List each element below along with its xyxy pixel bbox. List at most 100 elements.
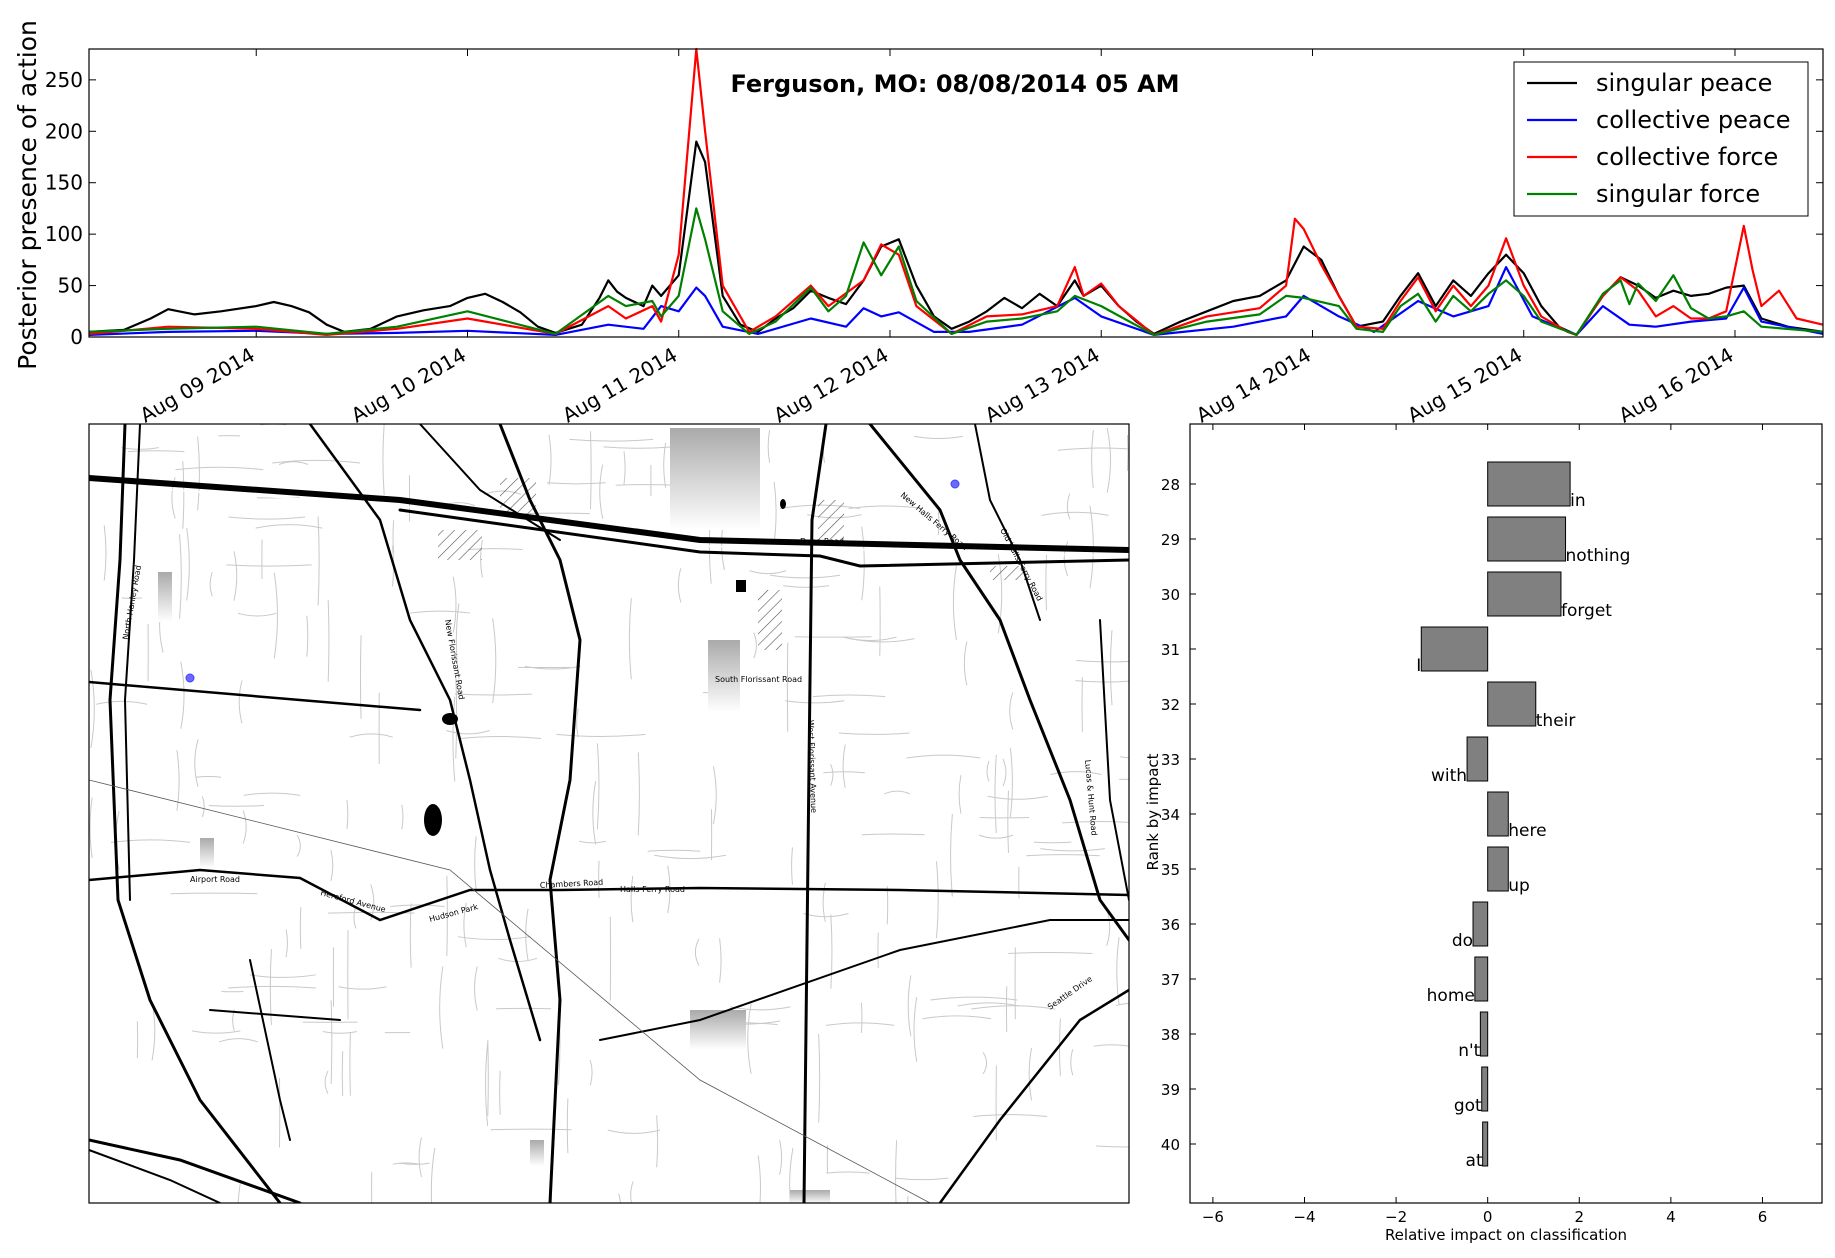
minor-street	[566, 1098, 569, 1154]
bar-x-tick-label: −6	[1202, 1208, 1224, 1226]
minor-street	[830, 914, 833, 989]
minor-street	[842, 636, 897, 641]
bar-rank-label: 28	[1161, 476, 1180, 494]
minor-street	[392, 1162, 420, 1165]
minor-street	[401, 804, 404, 830]
minor-street	[418, 1137, 422, 1178]
minor-street	[618, 1193, 621, 1203]
minor-street	[907, 975, 912, 1037]
bar-x-tick-label: 4	[1666, 1208, 1676, 1226]
map-minor-streets	[89, 424, 1129, 1203]
minor-street	[485, 1042, 489, 1127]
minor-street	[556, 733, 646, 737]
minor-street	[628, 598, 632, 680]
minor-street	[487, 1039, 489, 1116]
minor-street	[861, 526, 865, 601]
map-major-roads	[89, 424, 1129, 1203]
minor-street	[935, 861, 939, 939]
minor-street	[1070, 1049, 1074, 1076]
minor-street	[452, 696, 456, 782]
timeline-y-ticks: 0 50 100 150 200 250	[45, 68, 1823, 349]
minor-street	[963, 641, 968, 686]
bar-rank-label: 32	[1161, 696, 1180, 714]
bar-rank-label: 34	[1161, 806, 1180, 824]
minor-street	[812, 694, 886, 698]
minor-street	[791, 847, 793, 885]
timeline-frame	[88, 48, 1824, 338]
minor-street	[197, 436, 200, 511]
minor-street	[950, 813, 953, 897]
minor-street	[1096, 1145, 1129, 1148]
minor-street	[749, 570, 787, 575]
minor-street	[171, 477, 176, 519]
bar-y-axis-label: Rank by impact	[1144, 753, 1162, 870]
bar-word-label: their	[1536, 711, 1576, 731]
minor-street	[656, 1115, 659, 1168]
minor-street	[957, 1002, 1020, 1007]
minor-street	[1007, 790, 1009, 853]
bar-rank-label: 33	[1161, 751, 1180, 769]
minor-street	[399, 1162, 430, 1165]
timeline-y-axis-label: Posterior presence of action	[13, 20, 42, 370]
bar-x-axis-label: Relative impact on classification	[1385, 1226, 1627, 1244]
minor-street	[525, 908, 529, 961]
minor-street	[1093, 1044, 1129, 1047]
bar-x-tick-label: 0	[1483, 1208, 1493, 1226]
minor-street	[548, 434, 552, 486]
minor-street	[338, 986, 387, 990]
minor-street	[1050, 771, 1102, 775]
minor-street	[576, 708, 579, 738]
minor-street	[589, 1059, 593, 1086]
minor-street	[930, 996, 1018, 1001]
minor-street	[818, 1033, 821, 1123]
minor-street	[773, 481, 777, 543]
legend-label: collective force	[1596, 143, 1778, 171]
minor-street	[663, 442, 667, 488]
minor-street	[410, 610, 471, 614]
bar-word-label: in	[1570, 491, 1586, 511]
minor-street	[958, 775, 962, 814]
legend-frame	[1513, 61, 1809, 217]
timeline-title: Ferguson, MO: 08/08/2014 05 AM	[730, 70, 1179, 98]
minor-street	[1062, 820, 1129, 824]
minor-street	[1066, 493, 1071, 520]
minor-street	[226, 564, 312, 567]
x-tick-label: Aug 10 2014	[347, 343, 470, 428]
bar-word-label: n't	[1458, 1041, 1480, 1061]
minor-street	[1063, 541, 1069, 577]
minor-street	[179, 534, 182, 619]
bar-word-label: forget	[1561, 601, 1612, 621]
minor-street	[218, 1038, 258, 1043]
series-line-singular-force	[88, 207, 1824, 336]
minor-street	[96, 700, 148, 705]
timeline-x-ticks: Aug 09 2014 Aug 10 2014 Aug 11 2014 Aug 12 …	[136, 49, 1737, 428]
y-tick-label: 100	[45, 222, 83, 246]
bar-rank-label: 39	[1161, 1081, 1180, 1099]
bar-word-label: do	[1452, 931, 1473, 951]
bar-34	[1487, 791, 1509, 837]
minor-street	[194, 739, 199, 787]
bar-y-ticks: 28 29 30 31 32 33 34 35 36 37 38 39 40	[1161, 476, 1822, 1154]
minor-street	[630, 1181, 634, 1203]
road-label: West Florissant Avenue	[806, 720, 818, 813]
minor-street	[103, 525, 107, 581]
minor-street	[330, 850, 334, 882]
minor-street	[317, 516, 320, 606]
minor-street	[1106, 427, 1111, 493]
bar-29	[1487, 516, 1567, 562]
y-tick-label: 50	[58, 274, 83, 298]
minor-street	[1120, 756, 1129, 759]
minor-street	[390, 904, 445, 908]
bar-32	[1487, 681, 1537, 727]
tweet-marker	[185, 673, 195, 683]
minor-street	[822, 882, 826, 922]
map-features	[158, 428, 1024, 1203]
minor-street	[1028, 1047, 1033, 1101]
map-frame	[88, 423, 1130, 1204]
minor-street	[170, 892, 258, 895]
minor-street	[860, 1002, 863, 1033]
minor-street	[459, 736, 542, 740]
bar-38	[1479, 1011, 1489, 1057]
minor-street	[1109, 630, 1113, 706]
